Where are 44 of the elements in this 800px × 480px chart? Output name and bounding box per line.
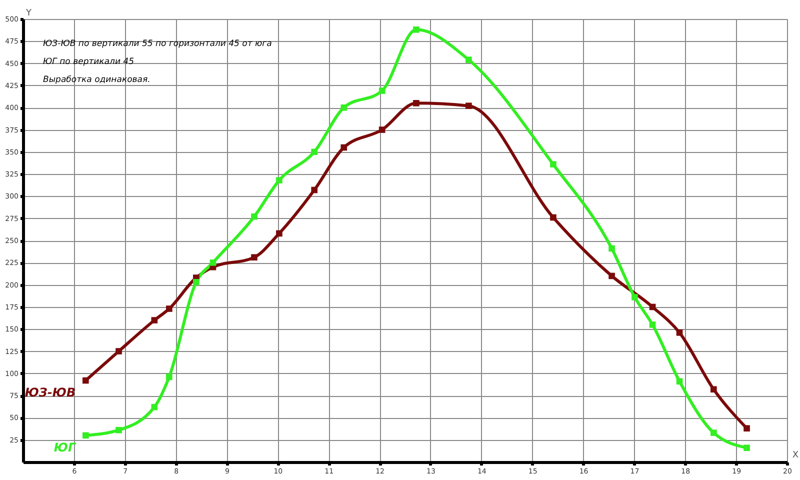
point — [251, 254, 258, 260]
point — [251, 213, 258, 220]
point — [649, 304, 656, 310]
point — [550, 161, 556, 168]
point — [193, 278, 200, 286]
point — [413, 100, 420, 106]
point — [676, 378, 683, 385]
annotation: ЮГ по вертикали 45 — [43, 57, 134, 67]
point — [166, 306, 172, 312]
point — [413, 26, 420, 33]
point — [608, 272, 615, 280]
point — [466, 102, 472, 109]
point — [744, 425, 750, 432]
point — [276, 230, 282, 237]
point — [116, 348, 122, 354]
point — [340, 144, 348, 151]
point — [466, 56, 472, 63]
point — [82, 377, 89, 384]
point — [710, 386, 717, 393]
point — [116, 426, 122, 434]
point — [210, 259, 216, 266]
x-axis-title: X — [792, 450, 798, 460]
point — [276, 177, 282, 184]
point — [378, 126, 386, 133]
point — [151, 317, 158, 324]
point — [744, 444, 750, 451]
point — [311, 186, 318, 194]
series-label: ЮЗ-ЮВ — [24, 385, 76, 400]
point — [710, 430, 717, 436]
point — [608, 245, 615, 252]
point — [676, 329, 683, 336]
annotation: Выработка одинаковая. — [43, 75, 150, 85]
point — [311, 148, 318, 156]
point — [151, 404, 158, 410]
series-label: ЮГ — [54, 440, 77, 454]
annotation: ЮЗ-ЮВ по вертикали 55 по горизонтали 45 от юга — [43, 39, 272, 49]
point — [378, 88, 386, 94]
point — [550, 214, 556, 221]
point — [649, 322, 656, 328]
point — [632, 294, 638, 300]
point — [340, 104, 348, 111]
point — [82, 432, 89, 439]
point — [166, 374, 172, 380]
y-axis-title: Y — [25, 8, 32, 18]
